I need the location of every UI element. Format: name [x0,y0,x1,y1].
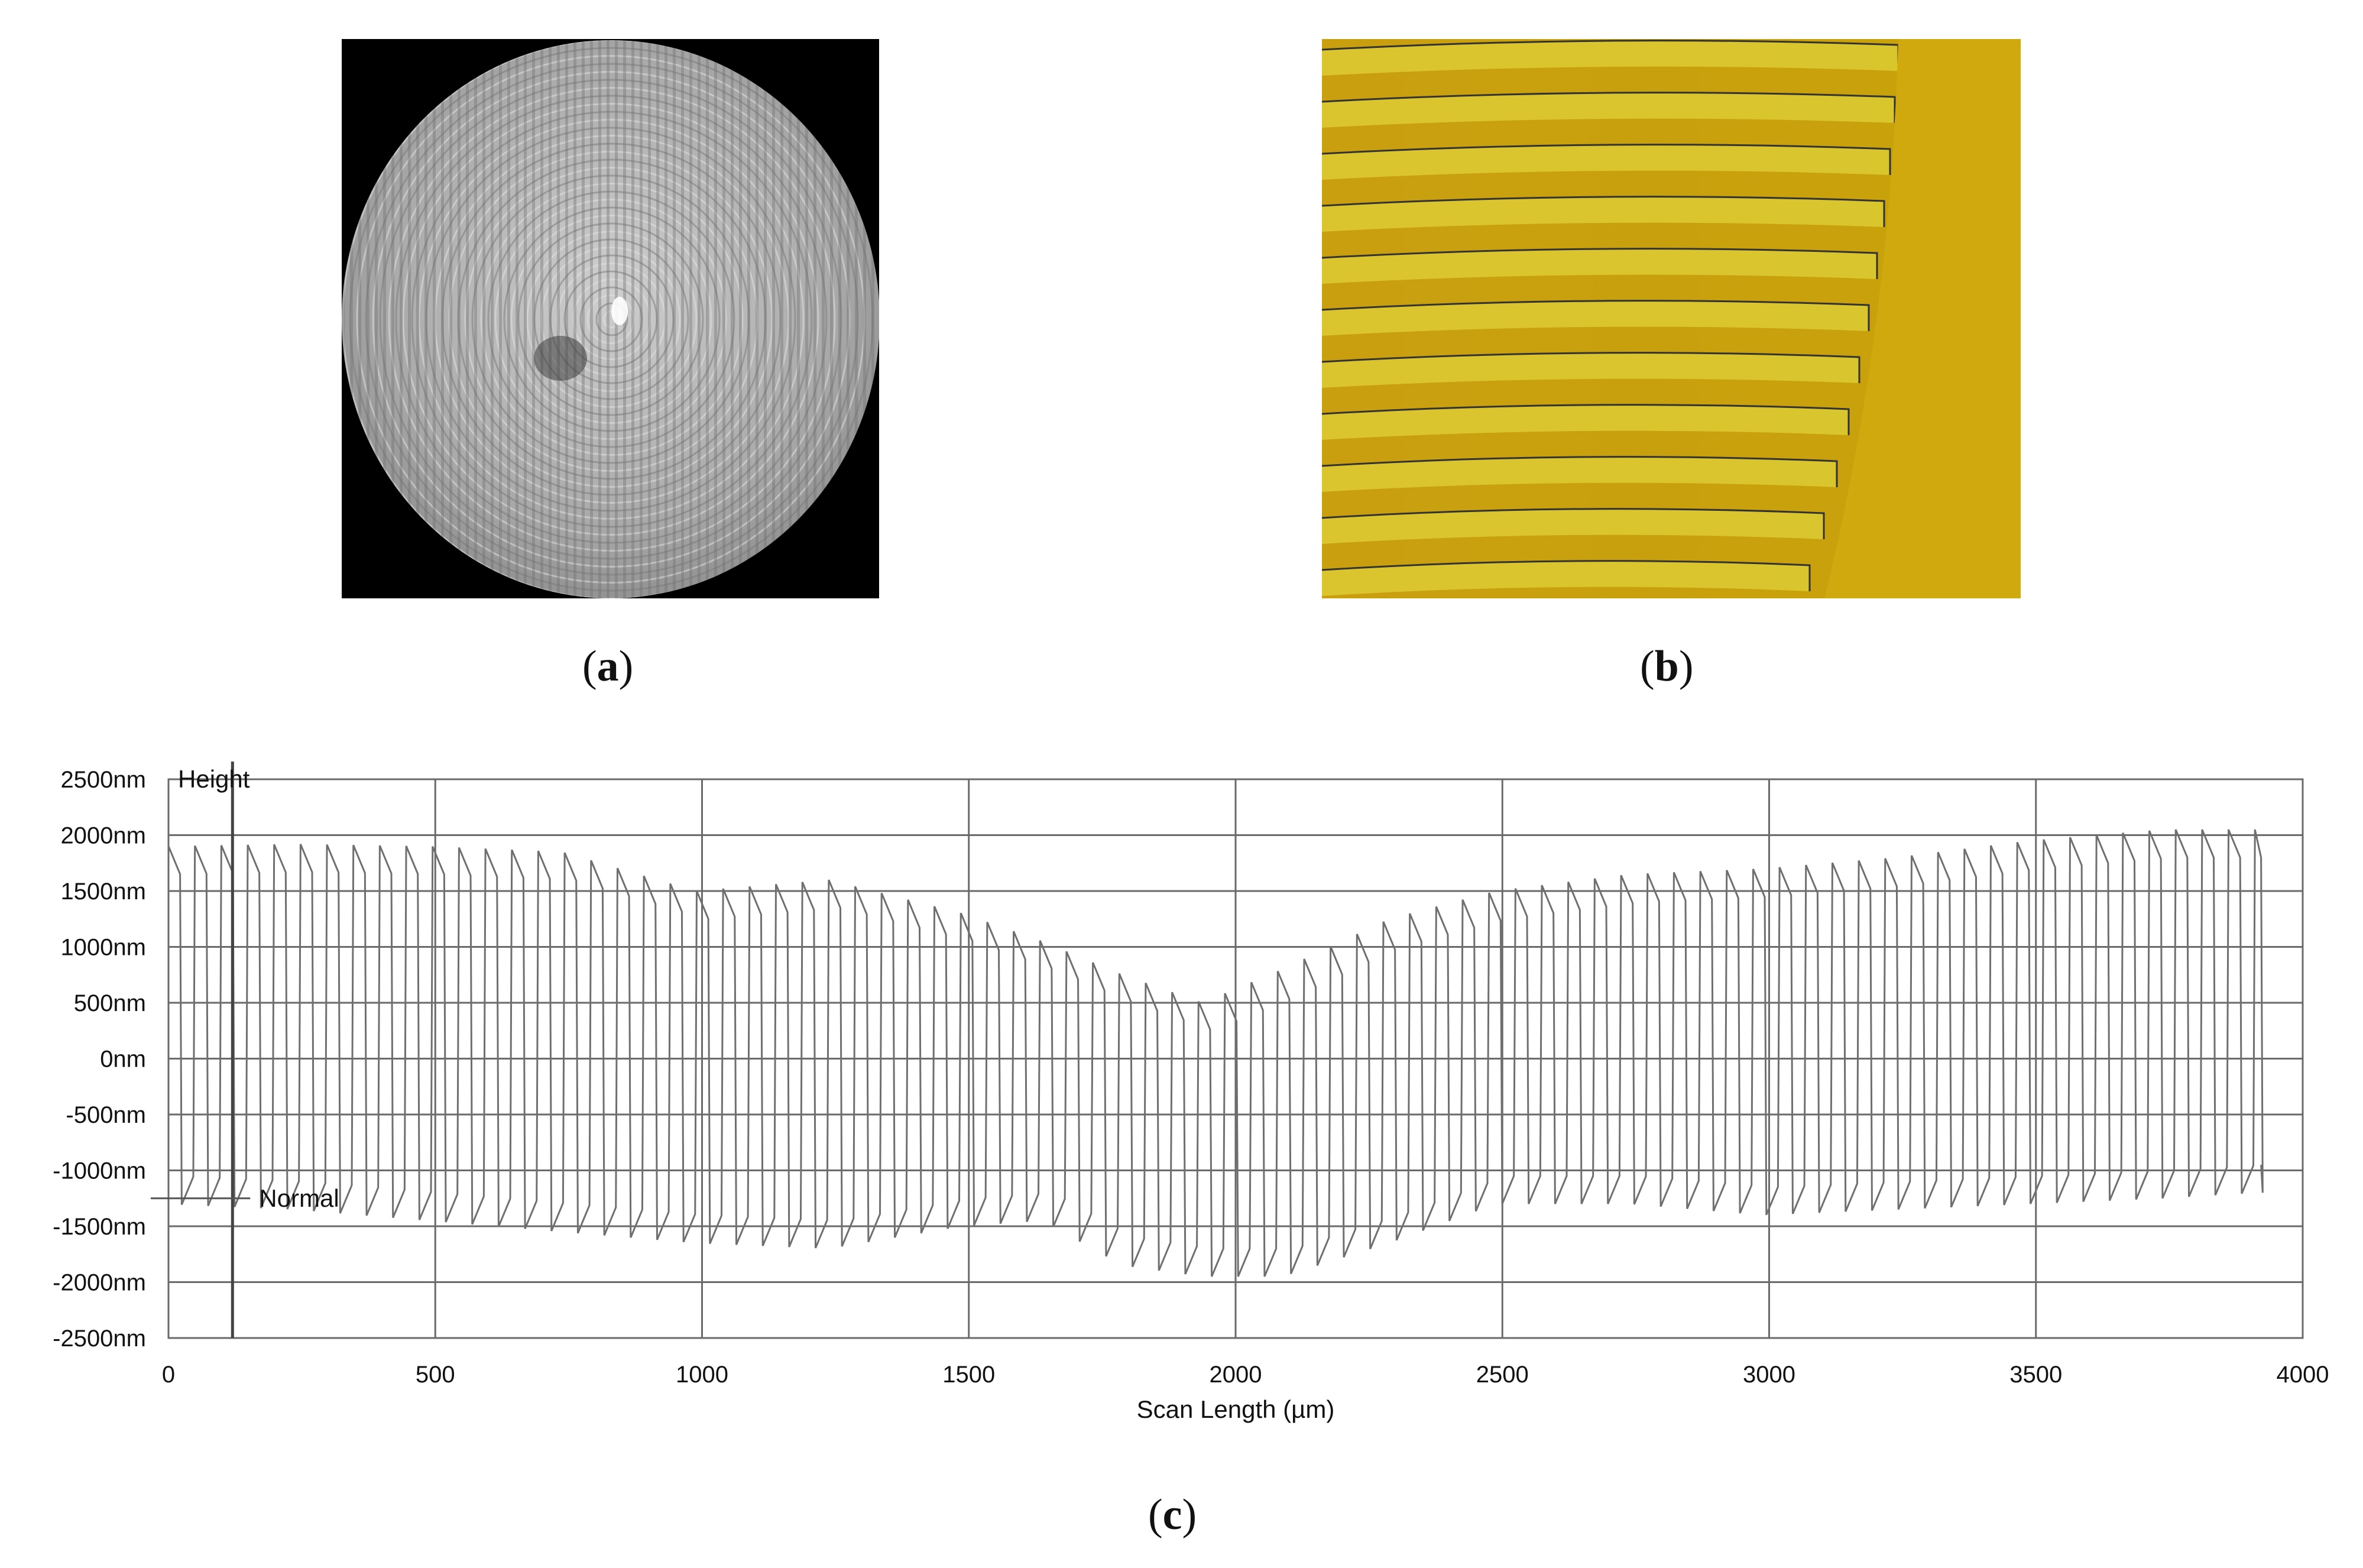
grating-edge [1322,196,1885,227]
x-tick-label: 4000 [2277,1362,2329,1388]
x-tick-label: 2000 [1210,1362,1262,1388]
grating-band [1322,561,1810,596]
grating-edge [1322,92,1896,123]
y-tick-label: 1000nm [60,935,146,961]
circular-grating-illustration [342,40,879,598]
y-tick-label: -1500nm [53,1214,146,1240]
caption-c: (c) [1148,1491,1197,1539]
grating-band [1322,300,1869,336]
y-tick-label: 2500nm [60,767,146,793]
y-tick-label: -500nm [66,1102,146,1128]
grating-edge [1322,40,1900,71]
y-tick-label: 500nm [74,990,146,1016]
grating-band [1322,92,1895,128]
grating-edge [1322,300,1870,331]
grating-band [1322,352,1859,388]
grating-edge [1322,560,1811,591]
series-label-height: Height [178,765,250,793]
caption-b: (b) [1640,642,1694,691]
y-tick-label: -2500nm [53,1326,146,1352]
y-tick-label: -2000nm [53,1270,146,1296]
series-height-line [167,829,2264,1277]
caption-a: (a) [582,642,634,691]
grating-edge [1322,352,1860,383]
grating-band [1322,248,1877,284]
x-axis-title: Scan Length (µm) [1137,1395,1335,1423]
grating-edge [1322,508,1825,539]
y-tick-label: 2000nm [60,823,146,849]
microscope-grating-illustration [1322,39,2021,598]
y-tick-labels: 2500nm 2000nm 1500nm 1000nm 500nm 0nm -500nm -1… [53,767,146,1352]
x-tick-label: 2500 [1476,1362,1529,1388]
grating-band [1322,456,1837,492]
y-tick-label: -1000nm [53,1158,146,1184]
normal-reference-label: Normal [259,1184,339,1212]
height-profile-chart: 2500nm 2000nm 1500nm 1000nm 500nm 0nm -500nm -1… [53,762,2329,1423]
caption-c-letter: c [1162,1491,1182,1539]
caption-a-letter: a [597,642,619,691]
x-tick-label: 1500 [942,1362,995,1388]
y-tick-label: 1500nm [60,879,146,905]
x-tick-label: 3000 [1743,1362,1795,1388]
grating-arcs [1322,40,1900,596]
grating-edge [1322,248,1878,279]
y-tick-label: 0nm [100,1047,146,1073]
grating-edge [1322,456,1838,487]
grating-band [1322,196,1884,232]
x-tick-label: 1000 [676,1362,728,1388]
grating-edge [1322,144,1891,175]
x-tick-label: 0 [162,1362,175,1388]
x-tick-labels: 0 500 1000 1500 2000 2500 3000 3500 4000 [162,1362,2329,1388]
panel-b-image [1322,39,2021,598]
grating-band [1322,404,1849,440]
caption-b-letter: b [1654,642,1679,691]
grating-edge [1322,404,1850,435]
grating-band [1322,508,1824,544]
x-tick-label: 500 [416,1362,455,1388]
grating-band [1322,40,1898,76]
grating-band [1322,144,1890,180]
x-tick-label: 3500 [2009,1362,2062,1388]
panel-a-image [342,39,879,598]
